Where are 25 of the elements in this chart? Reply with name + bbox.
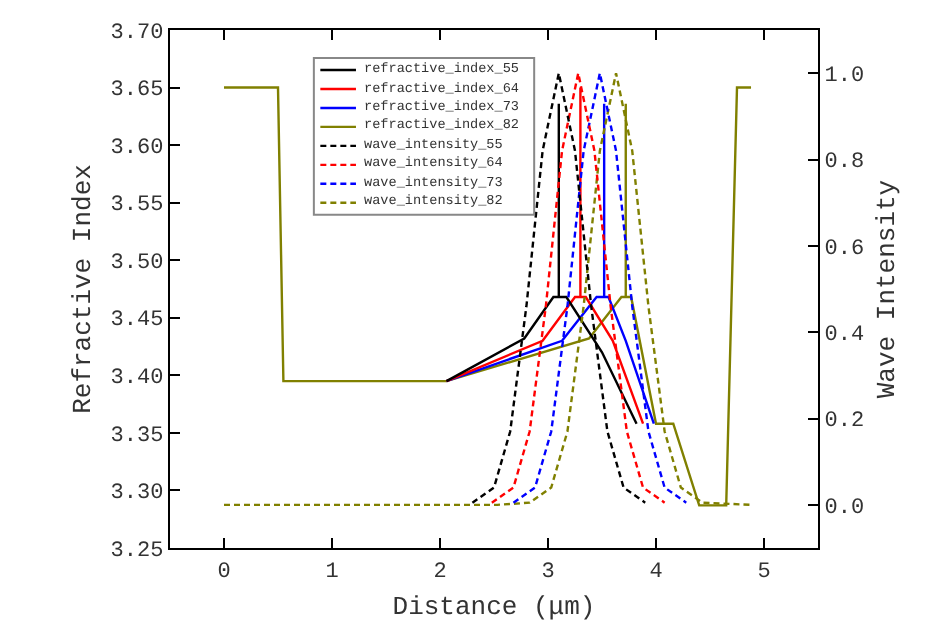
y2-tick-label: 1.0: [824, 64, 865, 89]
y-tick-label: 3.50: [110, 251, 164, 276]
x-tick-label: 4: [649, 560, 664, 585]
y-tick-label: 3.70: [110, 21, 164, 46]
y2-tick-label: 0.8: [824, 151, 865, 176]
y-tick-label: 3.60: [110, 136, 164, 161]
y-tick-label: 3.65: [110, 79, 164, 104]
y-axis-title: Refractive Index: [68, 163, 99, 414]
y-tick-label: 3.40: [110, 367, 164, 392]
x-tick-label: 2: [433, 560, 447, 585]
x-tick-label: 1: [325, 560, 340, 585]
y-tick-label: 3.35: [110, 424, 164, 449]
y2-axis-title: Wave Intensity: [872, 179, 903, 399]
y2-tick-label: 0.6: [824, 237, 865, 262]
x-tick-label: 5: [757, 560, 771, 585]
x-tick-label: 0: [217, 560, 231, 585]
y-tick-label: 3.25: [110, 539, 164, 564]
y2-tick-label: 0.4: [824, 323, 865, 348]
y2-tick-label: 0.0: [824, 496, 865, 521]
y-tick-label: 3.45: [110, 309, 164, 334]
y-tick-label: 3.55: [110, 194, 164, 219]
x-axis-title: Distance (μm): [392, 591, 596, 622]
x-tick-label: 3: [541, 560, 555, 585]
y-tick-label: 3.30: [110, 482, 164, 507]
y2-tick-label: 0.2: [824, 410, 865, 435]
